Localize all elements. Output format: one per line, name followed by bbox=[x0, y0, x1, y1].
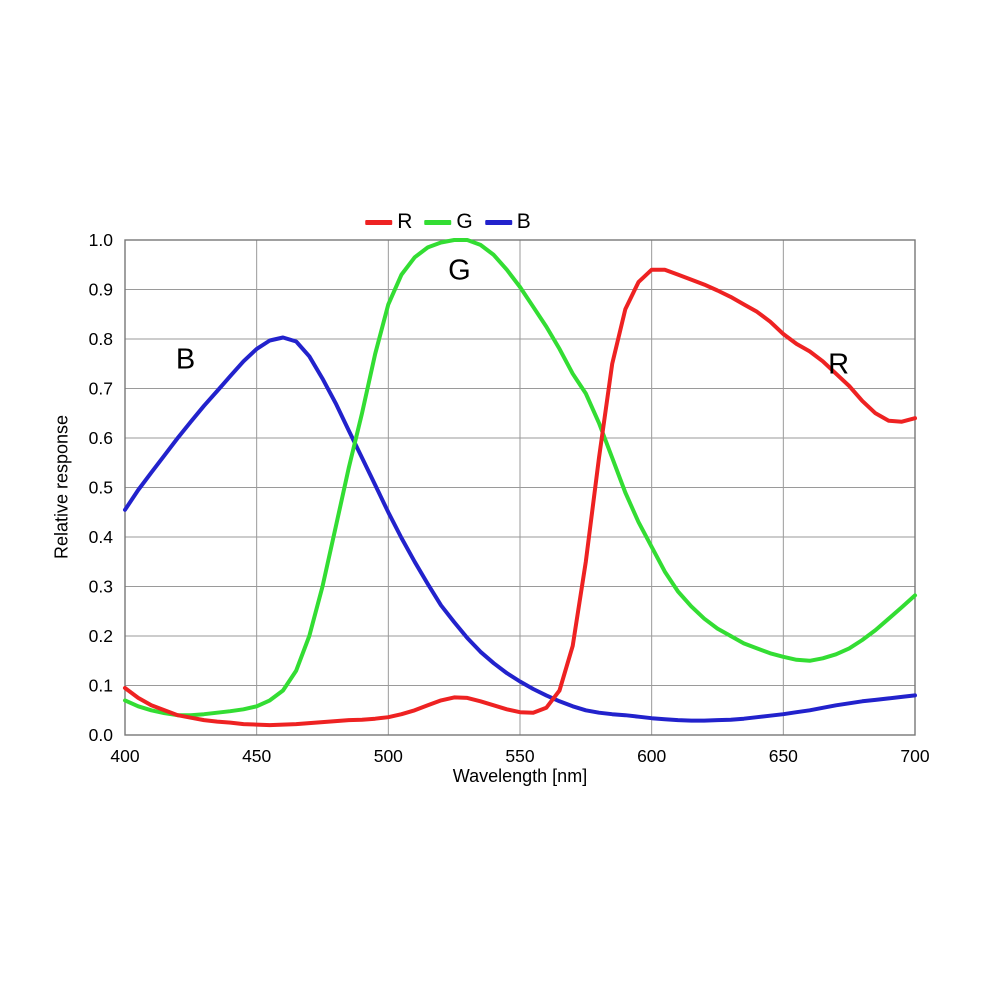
y-tick-label: 0.5 bbox=[89, 478, 113, 498]
x-tick-label: 400 bbox=[110, 746, 139, 766]
x-tick-label: 450 bbox=[242, 746, 271, 766]
legend-item-b: B bbox=[484, 210, 531, 234]
series-line-b bbox=[123, 335, 917, 723]
legend-item-g: G bbox=[424, 210, 473, 234]
curve-label-r: R bbox=[828, 349, 849, 381]
x-tick-label: 650 bbox=[769, 746, 798, 766]
legend-swatch-g bbox=[424, 219, 452, 225]
legend-label-r: R bbox=[397, 210, 413, 233]
x-tick-label: 600 bbox=[637, 746, 666, 766]
y-tick-label: 0.1 bbox=[89, 676, 113, 696]
y-axis-label: Relative response bbox=[51, 414, 72, 560]
plot-frame bbox=[124, 239, 916, 736]
y-tick-label: 0.4 bbox=[89, 527, 114, 547]
y-tick-label: 0.6 bbox=[89, 428, 113, 448]
legend-label-g: G bbox=[456, 210, 473, 233]
y-tick-label: 0.7 bbox=[89, 379, 113, 399]
curve-label-g: G bbox=[448, 255, 471, 287]
y-tick-label: 1.0 bbox=[89, 230, 114, 250]
legend-swatch-r bbox=[365, 219, 393, 225]
series-line-r bbox=[123, 267, 917, 728]
x-axis-label: Wavelength [nm] bbox=[452, 766, 588, 786]
legend-swatch-b bbox=[484, 219, 512, 225]
y-tick-label: 0.0 bbox=[89, 725, 114, 745]
y-tick-label: 0.8 bbox=[89, 329, 113, 349]
legend: R G B bbox=[365, 210, 531, 234]
legend-label-b: B bbox=[516, 210, 531, 233]
legend-item-r: R bbox=[365, 210, 412, 234]
x-tick-label: 500 bbox=[374, 746, 403, 766]
curve-label-b: B bbox=[176, 344, 195, 376]
x-tick-label: 550 bbox=[505, 746, 534, 766]
y-tick-label: 0.3 bbox=[89, 577, 113, 597]
series-line-g bbox=[123, 238, 917, 718]
y-tick-label: 0.9 bbox=[89, 280, 113, 300]
x-tick-label: 700 bbox=[900, 746, 929, 766]
y-tick-label: 0.2 bbox=[89, 626, 113, 646]
